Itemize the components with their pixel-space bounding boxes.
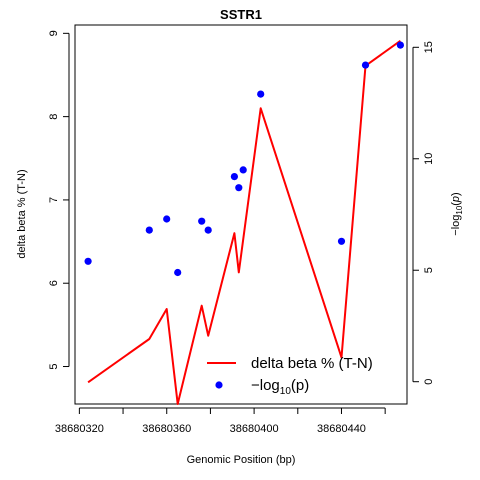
- y-left-tick-label: 6: [48, 280, 60, 286]
- pvalue-point: [361, 61, 370, 69]
- pvalue-point: [230, 173, 238, 181]
- pvalue-point: [174, 268, 182, 277]
- series-layer: [84, 39, 404, 405]
- pvalue-point: [235, 184, 243, 192]
- legend-point-label-sub: 10: [280, 386, 292, 397]
- legend-point-label-suffix: (p): [291, 377, 309, 394]
- pvalue-point: [239, 166, 247, 174]
- x-tick-label: 38680400: [230, 423, 279, 435]
- legend: delta beta % (T-N) −log10(p): [207, 355, 373, 397]
- y-right-tick-label: 15: [423, 41, 435, 53]
- y-left-tick-label: 9: [48, 30, 60, 36]
- x-axis-label: Genomic Position (bp): [187, 454, 296, 466]
- legend-point-label: −log10(p): [251, 377, 309, 397]
- pvalue-point: [396, 41, 404, 49]
- y-left-tick-label: 8: [48, 114, 60, 120]
- chart-title: SSTR1: [220, 7, 262, 22]
- y-right-tick-label: 5: [423, 267, 435, 273]
- pvalue-point: [337, 237, 346, 245]
- pvalue-point: [257, 90, 265, 98]
- x-axis: 38680320 38680360 38680400 38680440: [55, 407, 386, 435]
- legend-point-label-prefix: −log: [251, 377, 280, 394]
- pvalue-point: [145, 226, 153, 234]
- y-right-label-p: p: [450, 196, 462, 203]
- y-right-label-suffix: (: [450, 202, 462, 206]
- y-left-tick-label: 5: [48, 363, 60, 369]
- legend-line-label: delta beta % (T-N): [251, 355, 373, 372]
- y-right-axis: 0 5 10 15: [412, 41, 435, 385]
- x-tick-label: 38680440: [317, 423, 366, 435]
- pvalue-point: [84, 257, 92, 265]
- x-tick-label: 38680320: [55, 423, 104, 435]
- pvalue-point: [163, 215, 171, 223]
- y-left-axis-label: delta beta % (T-N): [16, 169, 28, 258]
- y-right-tick-label: 10: [423, 153, 435, 165]
- x-tick-label: 38680360: [142, 423, 191, 435]
- pvalue-point: [204, 226, 212, 234]
- plot-frame: [74, 24, 408, 405]
- y-right-label-subscript: 10: [455, 205, 464, 214]
- y-right-axis-label: −log10(p): [450, 192, 464, 235]
- y-left-axis: 5 6 7 8 9: [48, 30, 70, 370]
- pvalue-point: [198, 217, 206, 225]
- y-right-label-close: ): [450, 192, 462, 196]
- delta-beta-line: [87, 39, 401, 405]
- y-left-tick-label: 7: [48, 197, 60, 203]
- y-right-tick-label: 0: [423, 379, 435, 385]
- legend-point-swatch: [215, 381, 223, 389]
